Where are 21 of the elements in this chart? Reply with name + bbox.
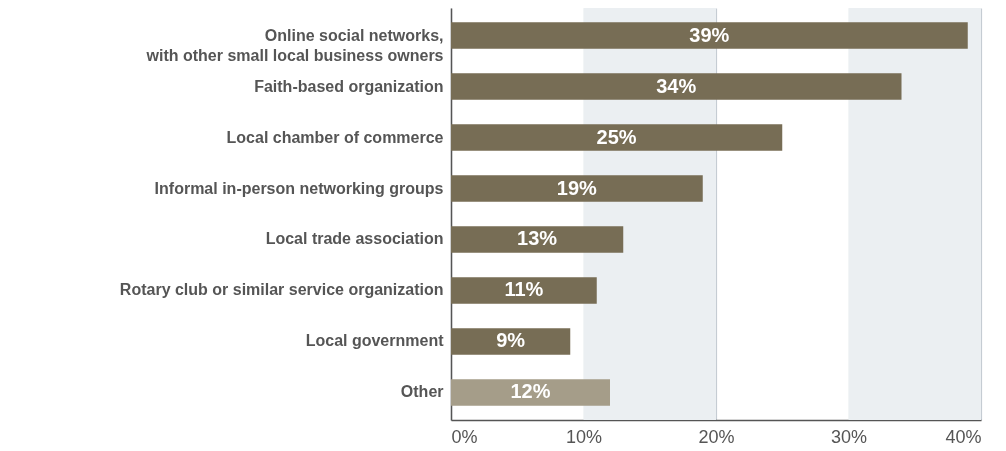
y-tick-label: Online social networks, with other small local business owners — [145, 26, 444, 64]
y-tick-label: Informal in-person networking groups — [154, 179, 444, 197]
x-tick-label: 10% — [565, 426, 603, 447]
y-tick-label: Local chamber of commerce — [226, 128, 444, 146]
data-label: 13% — [517, 227, 558, 250]
x-tick-label: 30% — [830, 426, 868, 447]
x-tick-label: 40% — [945, 426, 982, 447]
data-label: 11% — [504, 278, 544, 301]
data-label: 34% — [656, 74, 697, 97]
y-tick-label: Local government — [305, 332, 445, 350]
y-tick-label: Other — [400, 383, 444, 401]
data-label: 9% — [496, 329, 526, 352]
x-tick-label: 0% — [451, 426, 478, 447]
data-label: 19% — [556, 176, 598, 199]
data-label: 12% — [510, 380, 551, 403]
x-tick-label: 20% — [698, 426, 735, 447]
y-tick-label: Local trade association — [265, 230, 444, 248]
y-tick-label: Faith-based organization — [254, 77, 444, 95]
data-label: 39% — [689, 23, 730, 46]
y-tick-label: Rotary club or similar service organization — [119, 281, 444, 299]
data-label: 25% — [596, 125, 637, 148]
